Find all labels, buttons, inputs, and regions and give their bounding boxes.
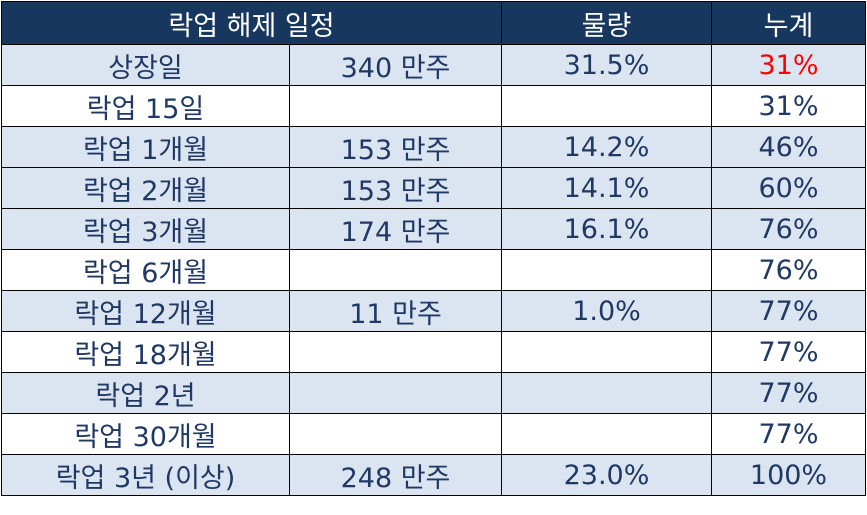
header-row: 락업 해제 일정 물량 누계	[1, 1, 866, 45]
table-cell: 락업 3년 (이상)	[1, 454, 290, 496]
table-row: 락업 1개월 153 만주 14.2% 46%	[1, 126, 866, 168]
table-row: 락업 15일 31%	[1, 85, 866, 127]
table-body: 상장일 340 만주 31.5% 31% 락업 15일 31% 락업 1개월 153 만주 14…	[1, 44, 866, 496]
header-cell: 락업 해제 일정	[1, 1, 502, 45]
table-cell: 100%	[711, 454, 866, 496]
table-cell	[501, 413, 712, 455]
table-cell: 1.0%	[501, 290, 712, 332]
table-cell: 락업 1개월	[1, 126, 290, 168]
table-cell: 23.0%	[501, 454, 712, 496]
table-cell: 76%	[711, 208, 866, 250]
table-cell	[289, 331, 502, 373]
table-cell: 174 만주	[289, 208, 502, 250]
table-cell: 14.1%	[501, 167, 712, 209]
table-row: 상장일 340 만주 31.5% 31%	[1, 44, 866, 86]
table-cell: 16.1%	[501, 208, 712, 250]
table-cell: 77%	[711, 331, 866, 373]
table-cell: 11 만주	[289, 290, 502, 332]
table-cell: 77%	[711, 413, 866, 455]
table-cell: 락업 2개월	[1, 167, 290, 209]
table-cell	[501, 249, 712, 291]
table-cell: 락업 12개월	[1, 290, 290, 332]
table-cell: 상장일	[1, 44, 290, 86]
table-cell: 248 만주	[289, 454, 502, 496]
table-cell: 락업 15일	[1, 85, 290, 127]
table-cell: 153 만주	[289, 126, 502, 168]
table-cell: 락업 6개월	[1, 249, 290, 291]
table-cell: 76%	[711, 249, 866, 291]
table-cell: 31%	[711, 44, 866, 86]
table-row: 락업 2년 77%	[1, 372, 866, 414]
table-cell: 77%	[711, 372, 866, 414]
header-cell: 물량	[501, 1, 712, 45]
table-row: 락업 3개월 174 만주 16.1% 76%	[1, 208, 866, 250]
table-cell: 60%	[711, 167, 866, 209]
table-cell: 31.5%	[501, 44, 712, 86]
table-cell: 락업 2년	[1, 372, 290, 414]
table-row: 락업 6개월 76%	[1, 249, 866, 291]
table-cell: 46%	[711, 126, 866, 168]
table-cell	[289, 85, 502, 127]
table-cell	[501, 372, 712, 414]
table-cell: 락업 18개월	[1, 331, 290, 373]
table-cell: 락업 30개월	[1, 413, 290, 455]
table-cell	[501, 331, 712, 373]
table-row: 락업 18개월 77%	[1, 331, 866, 373]
table-cell: 77%	[711, 290, 866, 332]
table-row: 락업 30개월 77%	[1, 413, 866, 455]
table-row: 락업 12개월 11 만주 1.0% 77%	[1, 290, 866, 332]
table-cell: 락업 3개월	[1, 208, 290, 250]
table-cell: 14.2%	[501, 126, 712, 168]
table-cell	[289, 249, 502, 291]
table-cell: 153 만주	[289, 167, 502, 209]
table-cell	[289, 413, 502, 455]
table-cell	[501, 85, 712, 127]
table-row: 락업 3년 (이상) 248 만주 23.0% 100%	[1, 454, 866, 496]
header-cell: 누계	[711, 1, 866, 45]
table-cell: 31%	[711, 85, 866, 127]
table-cell	[289, 372, 502, 414]
table-row: 락업 2개월 153 만주 14.1% 60%	[1, 167, 866, 209]
lockup-table: 락업 해제 일정 물량 누계 상장일 340 만주 31.5% 31% 락업 15일 31…	[1, 1, 866, 496]
table-cell: 340 만주	[289, 44, 502, 86]
